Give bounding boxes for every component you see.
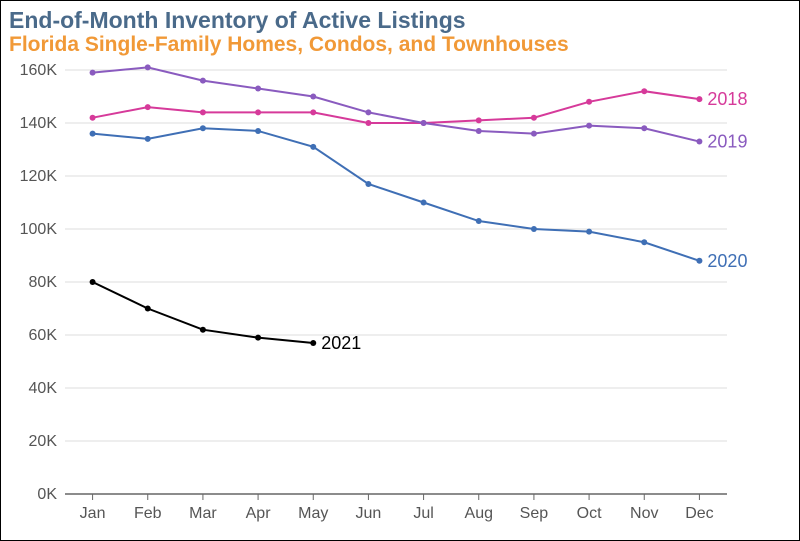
x-tick-label: Mar xyxy=(189,505,217,522)
series-label-2019: 2019 xyxy=(707,131,747,151)
series-label-2020: 2020 xyxy=(707,250,747,270)
y-tick-label: 100K xyxy=(20,221,58,238)
y-tick-label: 20K xyxy=(29,433,58,450)
y-tick-label: 0K xyxy=(37,486,57,503)
y-tick-label: 60K xyxy=(29,327,58,344)
chart-title: End-of-Month Inventory of Active Listing… xyxy=(9,7,791,33)
x-tick-label: Feb xyxy=(134,505,162,522)
series-label-2021: 2021 xyxy=(321,333,361,353)
y-tick-label: 140K xyxy=(20,115,58,132)
series-2020 xyxy=(90,125,703,263)
x-tick-label: Aug xyxy=(465,505,493,522)
series-2021 xyxy=(90,279,317,346)
y-tick-label: 160K xyxy=(20,62,58,79)
series-label-2018: 2018 xyxy=(707,89,747,109)
chart-subtitle: Florida Single-Family Homes, Condos, and… xyxy=(9,33,791,57)
series-2018 xyxy=(90,88,703,126)
x-tick-label: Apr xyxy=(246,505,272,522)
x-tick-label: Dec xyxy=(685,505,713,522)
y-tick-label: 80K xyxy=(29,274,58,291)
x-tick-label: Jun xyxy=(356,505,382,522)
inventory-line-chart: 0K 20K 40K 60K 80K 100K 120K 140K 160K Jan Feb Mar… xyxy=(9,58,791,528)
x-tick-label: Nov xyxy=(630,505,658,522)
x-tick-label: Jan xyxy=(80,505,106,522)
y-tick-label: 40K xyxy=(29,380,58,397)
x-tick-label: Jul xyxy=(413,505,433,522)
x-tick-label: May xyxy=(298,505,328,522)
x-tick-label: Sep xyxy=(520,505,549,522)
x-tick-label: Oct xyxy=(577,505,602,522)
y-tick-label: 120K xyxy=(20,168,58,185)
